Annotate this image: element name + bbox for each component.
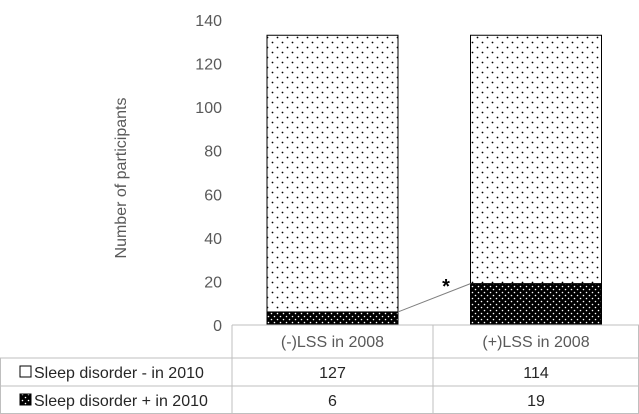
table-cell-value: 19: [527, 393, 545, 410]
bars: [266, 34, 602, 326]
data-table: (-)LSS in 2008 (+)LSS in 2008 Sleep disord…: [0, 324, 639, 414]
table-cell-value: 127: [319, 365, 346, 382]
legend-key-sleep-disorder-plus: [19, 393, 32, 406]
legend-key-sleep-disorder-minus: [19, 365, 32, 378]
significance-asterisk: *: [442, 276, 450, 298]
y-tick-label: 140: [195, 13, 222, 30]
y-tick-label: 60: [204, 187, 222, 204]
table-cell-value: 114: [523, 365, 549, 382]
y-axis-ticks: 0 20 40 60 80 100 120 140: [195, 13, 222, 335]
bar-segment-sleep-disorder-plus: [470, 283, 602, 326]
table-cell-value: 6: [328, 393, 337, 410]
y-tick-label: 120: [195, 57, 222, 74]
y-tick-label: 20: [204, 274, 222, 291]
category-label: (-)LSS in 2008: [281, 334, 384, 351]
table-row-label: Sleep disorder + in 2010: [34, 393, 208, 410]
bar-segment-sleep-disorder-minus: [266, 34, 399, 313]
bar-segment-sleep-disorder-minus: [470, 34, 602, 285]
y-tick-label: 80: [204, 144, 222, 161]
significance-connector-line: [397, 283, 471, 313]
y-axis-label: Number of participants: [113, 98, 130, 259]
y-tick-label: 40: [204, 231, 222, 248]
table-row-label: Sleep disorder - in 2010: [34, 365, 204, 382]
y-tick-label: 0: [213, 318, 222, 335]
y-tick-label: 100: [195, 100, 222, 117]
annotations: *: [397, 276, 471, 313]
category-label: (+)LSS in 2008: [482, 334, 589, 351]
bar-segment-sleep-disorder-plus: [266, 311, 399, 326]
